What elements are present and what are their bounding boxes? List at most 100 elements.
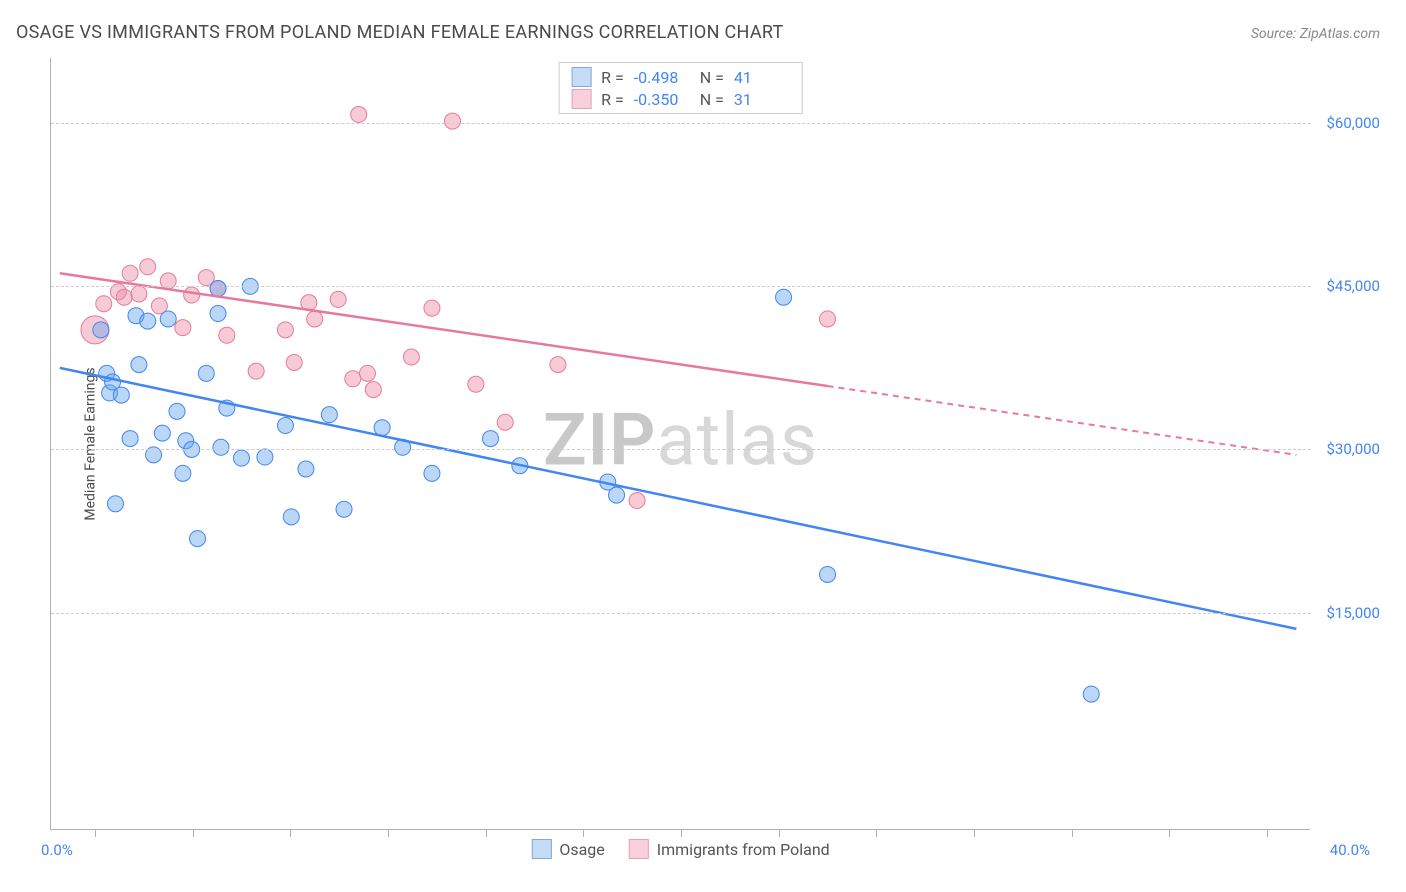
- scatter-point: [403, 349, 419, 365]
- legend-swatch: [629, 839, 649, 859]
- scatter-point: [210, 281, 226, 297]
- scatter-point: [122, 265, 138, 281]
- scatter-point: [113, 387, 129, 403]
- scatter-point: [160, 311, 176, 327]
- scatter-point: [105, 374, 121, 390]
- stats-legend: R = -0.498 N = 41 R = -0.350 N = 31: [558, 62, 803, 114]
- source-link[interactable]: ZipAtlas.com: [1300, 26, 1380, 42]
- stat-r-label: R =: [601, 68, 624, 87]
- scatter-point: [175, 465, 191, 481]
- y-tick-label: $60,000: [1320, 114, 1380, 132]
- scatter-point: [140, 313, 156, 329]
- scatter-point: [210, 281, 226, 297]
- scatter-point: [820, 311, 836, 327]
- scatter-point: [277, 418, 293, 434]
- legend-label: Immigrants from Poland: [657, 840, 830, 859]
- scatter-point: [307, 311, 323, 327]
- legend-label: Osage: [559, 840, 604, 859]
- legend-item: Osage: [531, 839, 604, 859]
- scatter-point: [277, 322, 293, 338]
- scatter-point: [99, 365, 115, 381]
- x-tick: [1267, 829, 1268, 837]
- scatter-svg: [51, 58, 1311, 830]
- scatter-point: [128, 308, 144, 324]
- scatter-point: [131, 286, 147, 302]
- stat-r-label: R =: [601, 90, 624, 109]
- source-attribution: Source: ZipAtlas.com: [1251, 26, 1380, 42]
- x-tick: [1072, 829, 1073, 837]
- stat-r-value: -0.350: [634, 90, 690, 109]
- y-tick-label: $45,000: [1320, 277, 1380, 295]
- stats-legend-row: R = -0.350 N = 31: [559, 89, 802, 109]
- watermark: ZIPatlas: [543, 397, 818, 482]
- scatter-point: [93, 322, 109, 338]
- scatter-point: [374, 420, 390, 436]
- x-axis-max-label: 40.0%: [1330, 841, 1370, 859]
- scatter-point: [497, 414, 513, 430]
- grid-line: [51, 123, 1311, 124]
- scatter-point: [629, 493, 645, 509]
- scatter-point: [184, 287, 200, 303]
- x-tick: [95, 829, 96, 837]
- stats-legend-row: R = -0.498 N = 41: [559, 67, 802, 87]
- legend-swatch: [531, 839, 551, 859]
- grid-line: [51, 449, 1311, 450]
- scatter-point: [198, 365, 214, 381]
- scatter-point: [336, 501, 352, 517]
- scatter-point: [550, 357, 566, 373]
- scatter-point: [107, 496, 123, 512]
- scatter-point: [151, 298, 167, 314]
- x-tick: [974, 829, 975, 837]
- x-tick: [193, 829, 194, 837]
- scatter-point: [1083, 686, 1099, 702]
- y-tick-label: $15,000: [1320, 604, 1380, 622]
- scatter-point: [468, 376, 484, 392]
- stat-n-value: 31: [734, 90, 790, 109]
- chart-container: Median Female Earnings ZIPatlas R = -0.4…: [50, 58, 1380, 830]
- scatter-point: [424, 300, 440, 316]
- x-tick: [583, 829, 584, 837]
- scatter-point: [102, 385, 118, 401]
- x-tick: [290, 829, 291, 837]
- scatter-point: [395, 439, 411, 455]
- scatter-point: [483, 431, 499, 447]
- stat-n-value: 41: [734, 68, 790, 87]
- source-prefix: Source:: [1251, 26, 1300, 42]
- regression-line: [60, 368, 1297, 629]
- scatter-point: [169, 403, 185, 419]
- scatter-point: [776, 289, 792, 305]
- legend-item: Immigrants from Poland: [629, 839, 830, 859]
- plot-area: ZIPatlas R = -0.498 N = 41 R = -0.350 N = 3…: [50, 58, 1310, 830]
- x-tick: [388, 829, 389, 837]
- scatter-point: [359, 365, 375, 381]
- scatter-point: [820, 566, 836, 582]
- scatter-point: [600, 474, 616, 490]
- scatter-point: [444, 113, 460, 129]
- scatter-point: [512, 458, 528, 474]
- series-legend: Osage Immigrants from Poland: [531, 839, 829, 859]
- x-tick: [876, 829, 877, 837]
- scatter-point: [190, 531, 206, 547]
- scatter-point: [178, 433, 194, 449]
- stat-n-label: N =: [700, 90, 724, 109]
- legend-swatch: [571, 67, 591, 87]
- scatter-point: [321, 407, 337, 423]
- stat-n-label: N =: [700, 68, 724, 87]
- x-tick: [779, 829, 780, 837]
- scatter-point: [365, 382, 381, 398]
- scatter-point: [298, 461, 314, 477]
- scatter-point: [233, 450, 249, 466]
- scatter-point: [96, 296, 112, 312]
- scatter-point: [210, 306, 226, 322]
- scatter-point: [175, 320, 191, 336]
- x-tick: [486, 829, 487, 837]
- grid-line: [51, 286, 1311, 287]
- regression-line: [60, 273, 828, 386]
- y-tick-label: $30,000: [1320, 440, 1380, 458]
- chart-title: OSAGE VS IMMIGRANTS FROM POLAND MEDIAN F…: [16, 22, 784, 43]
- scatter-point: [248, 363, 264, 379]
- scatter-point: [81, 316, 109, 344]
- scatter-point: [154, 425, 170, 441]
- stat-r-value: -0.498: [634, 68, 690, 87]
- regression-line-dashed: [828, 386, 1297, 455]
